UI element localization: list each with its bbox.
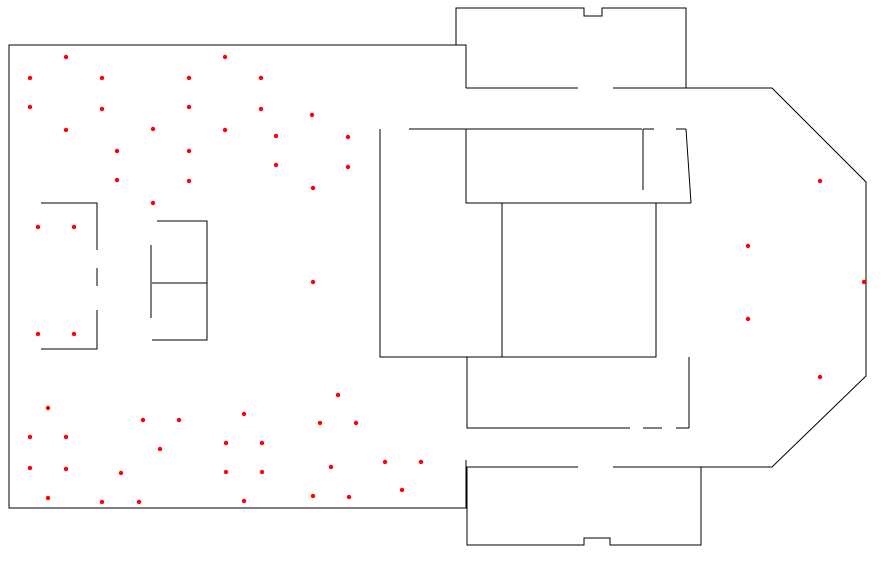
seat-marker [745,243,751,249]
upper-room-body [465,129,691,204]
seat-marker [861,279,867,285]
seat-marker [157,446,163,452]
seat-marker [63,127,69,133]
seat-marker [345,164,351,170]
seat-marker [186,104,192,110]
seat-marker [150,126,156,132]
bottom-annex-outline [466,467,702,546]
seat-marker [317,420,323,426]
seat-marker [418,459,424,465]
seat-marker [328,464,334,470]
seat-marker [241,411,247,417]
seat-marker [45,495,51,501]
east-hall-outline [613,87,867,468]
seat-marker [353,420,359,426]
seat-marker [63,434,69,440]
seat-marker [310,185,316,191]
seat-marker [223,469,229,475]
seat-marker [136,499,142,505]
seat-marker [335,392,341,398]
seat-marker [310,493,316,499]
seat-marker [399,487,405,493]
seat-marker [186,75,192,81]
seat-marker [71,331,77,337]
seat-marker [114,177,120,183]
left-bracket [41,202,98,250]
seat-marker [45,405,51,411]
seat-marker [150,200,156,206]
seat-marker [222,54,228,60]
seat-marker [140,417,146,423]
left-room-outline [8,44,467,509]
seat-marker [309,112,315,118]
central-block-outline [379,129,657,358]
seat-marker [259,440,265,446]
seat-marker [71,224,77,230]
seat-marker [817,178,823,184]
markers-layer [27,54,867,505]
seat-marker [35,224,41,230]
seat-marker [176,417,182,423]
seat-marker [35,331,41,337]
seat-marker [273,133,279,139]
seat-marker [222,127,228,133]
seat-marker [346,494,352,500]
seat-marker [382,459,388,465]
seat-marker [241,498,247,504]
seat-marker [99,499,105,505]
seat-marker [118,470,124,476]
seat-marker [99,75,105,81]
small-room-outline [152,220,208,341]
walls [8,7,867,546]
seat-marker [258,106,264,112]
seat-marker [817,374,823,380]
seat-marker [27,75,33,81]
seat-marker [259,469,265,475]
seat-marker [258,75,264,81]
seat-marker [223,440,229,446]
seat-marker [345,134,351,140]
seat-marker [186,148,192,154]
seat-marker [27,434,33,440]
seat-marker [310,279,316,285]
seat-marker [273,162,279,168]
left-bracket-lower [41,310,98,350]
seat-marker [63,466,69,472]
seat-marker [99,106,105,112]
upper-room-slant [685,128,692,204]
seat-marker [63,54,69,60]
seat-marker [745,316,751,322]
seat-marker [27,104,33,110]
seat-marker [114,148,120,154]
seat-marker [27,465,33,471]
seat-marker [186,178,192,184]
lower-room-outline [466,357,630,429]
top-annex-outline [455,7,687,89]
